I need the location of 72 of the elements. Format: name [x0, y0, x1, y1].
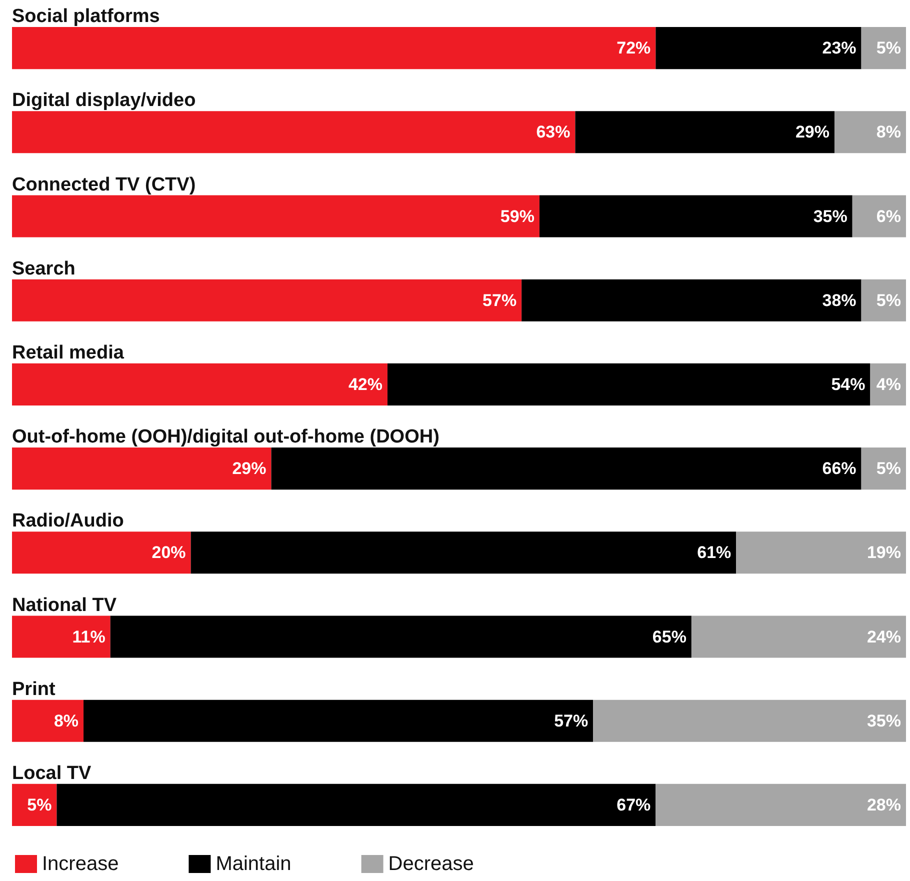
legend-label: Increase [42, 853, 119, 875]
bar [736, 532, 906, 574]
data-label: 5% [27, 795, 52, 814]
y-tick-label: Retail media [12, 342, 124, 364]
bar [387, 363, 870, 406]
bar [861, 448, 906, 490]
bar [12, 448, 272, 490]
data-label: 20% [152, 543, 186, 562]
bar [12, 784, 57, 826]
bar [861, 27, 906, 70]
y-tick-label: Local TV [12, 762, 92, 784]
data-label: 38% [822, 290, 856, 310]
bar [852, 195, 906, 238]
y-tick-label: Search [12, 258, 76, 280]
y-tick-label: Connected TV (CTV) [12, 174, 196, 196]
y-tick-label: Out-of-home (OOH)/digital out-of-home (DOOH) [12, 426, 440, 448]
bar [575, 111, 834, 154]
bar [190, 532, 736, 574]
data-label: 5% [876, 459, 901, 478]
bar [56, 784, 656, 826]
data-label: 8% [54, 711, 79, 730]
data-label: 6% [876, 206, 901, 226]
bar [12, 616, 110, 658]
bar [834, 111, 906, 154]
data-label: 19% [866, 543, 901, 562]
data-label: 66% [822, 459, 856, 478]
data-label: 5% [876, 290, 901, 310]
y-tick-label: National TV [12, 594, 117, 616]
data-label: 54% [831, 374, 866, 394]
data-label: 61% [697, 543, 732, 562]
bar [12, 279, 522, 322]
data-label: 65% [652, 627, 686, 646]
data-label: 57% [554, 711, 588, 730]
data-label: 59% [500, 206, 534, 226]
y-tick-label: Digital display/video [12, 90, 196, 112]
bar [12, 195, 540, 238]
bar [12, 532, 191, 574]
data-label: 63% [536, 122, 570, 142]
legend-label: Maintain [216, 853, 292, 875]
data-label: 4% [876, 374, 901, 394]
y-tick-label: Radio/Audio [12, 510, 124, 532]
data-label: 5% [876, 38, 901, 58]
data-label: 57% [482, 290, 517, 310]
data-label: 35% [813, 206, 848, 226]
bar [12, 111, 576, 154]
bar [656, 27, 862, 70]
bar [656, 784, 906, 826]
bar [84, 700, 594, 742]
bar [271, 448, 862, 490]
bar [593, 700, 906, 742]
data-label: 42% [348, 374, 382, 394]
legend-label: Decrease [388, 853, 474, 875]
data-label: 29% [795, 122, 830, 142]
data-label: 11% [72, 627, 106, 646]
bar [861, 279, 906, 322]
data-label: 23% [822, 38, 856, 58]
bar [691, 616, 906, 658]
bar [12, 700, 84, 742]
bar [12, 363, 388, 406]
data-label: 67% [616, 795, 651, 814]
y-tick-label: Social platforms [12, 6, 160, 28]
data-label: 72% [616, 38, 651, 58]
bar [539, 195, 852, 238]
data-label: 8% [876, 122, 901, 142]
bar [522, 279, 862, 322]
y-tick-label: Print [12, 678, 56, 700]
data-label: 28% [866, 795, 901, 814]
bar [110, 616, 692, 658]
data-label: 35% [866, 711, 901, 730]
data-label: 29% [232, 459, 266, 478]
data-label: 24% [866, 627, 901, 646]
bar [12, 27, 656, 70]
